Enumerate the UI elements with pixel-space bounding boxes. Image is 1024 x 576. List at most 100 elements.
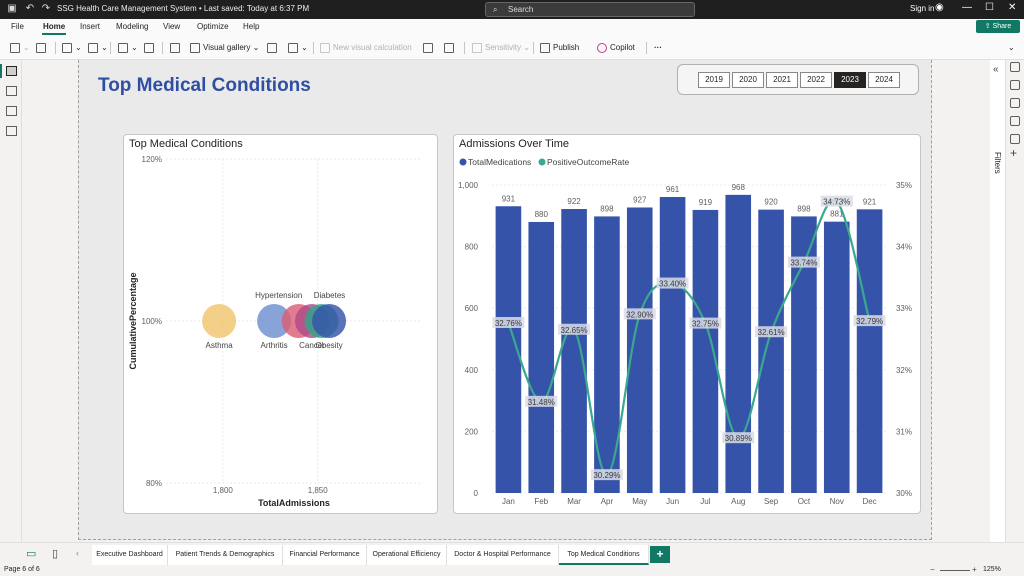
more-options-button[interactable]: ··· (654, 43, 662, 52)
paste-button[interactable]: ⌄ (10, 41, 30, 55)
format-painter-button[interactable] (36, 41, 49, 55)
data-pane-icon[interactable] (1010, 80, 1020, 90)
y-right-tick-label: 34% (896, 243, 912, 252)
bar-value-label: 961 (666, 185, 680, 194)
year-button-2020[interactable]: 2020 (732, 72, 764, 88)
expand-pane-icon[interactable]: « (993, 64, 999, 75)
bookmarks-pane-icon[interactable] (1010, 116, 1020, 126)
bar-value-label: 898 (797, 204, 811, 213)
line-value-label: 30.89% (725, 434, 752, 443)
recent-sources-button[interactable]: ⌄ (88, 41, 108, 55)
new-visual-calculation-button[interactable]: New visual calculation (320, 41, 412, 55)
tab-doctor-hospital-performance[interactable]: Doctor & Hospital Performance (447, 545, 559, 565)
filters-pane-collapsed[interactable]: « Filters (990, 60, 1005, 542)
filters-label[interactable]: Filters (993, 152, 1002, 174)
page-tabs-bar: ▭ ▯ ‹ Executive Dashboard Patient Trends… (0, 542, 1024, 565)
new-visual-button[interactable] (170, 41, 183, 55)
search-input[interactable]: ⌕ Search (485, 2, 695, 17)
collapse-ribbon-icon[interactable]: ⌄ (1008, 43, 1015, 52)
tab-patient-trends-demographics[interactable]: Patient Trends & Demographics (168, 545, 283, 565)
model-view-icon[interactable] (6, 106, 17, 116)
redo-icon[interactable]: ↷ (41, 3, 51, 14)
year-button-2021[interactable]: 2021 (766, 72, 798, 88)
scroll-tabs-left-icon[interactable]: ‹ (76, 548, 79, 558)
publish-button[interactable]: Publish (540, 41, 579, 55)
menu-home[interactable]: Home (43, 22, 66, 31)
bar-value-label: 898 (600, 204, 614, 213)
save-icon[interactable]: ▣ (7, 3, 17, 14)
menu-optimize[interactable]: Optimize (197, 22, 229, 31)
line-value-label: 33.40% (659, 280, 686, 289)
line-label-background (656, 277, 689, 289)
maximize-icon[interactable]: ☐ (985, 2, 994, 13)
line-value-label: 32.61% (758, 328, 785, 337)
line-data-label: 34.73% (820, 195, 853, 207)
zoom-level[interactable]: 125% (983, 566, 1001, 573)
publish-icon (540, 42, 550, 53)
account-icon[interactable]: ◉ (935, 2, 944, 13)
text-box-button[interactable] (267, 41, 280, 55)
mobile-layout-icon[interactable]: ▯ (52, 548, 59, 560)
menu-help[interactable]: Help (243, 22, 260, 31)
undo-icon[interactable]: ↶ (25, 3, 35, 14)
selection-pane-icon[interactable] (1010, 134, 1020, 144)
line-label-background (689, 317, 722, 329)
format-pane-icon[interactable] (1010, 98, 1020, 108)
y-right-tick-label: 30% (896, 489, 912, 498)
file-icon (88, 42, 98, 53)
bar-value-label: 921 (863, 197, 877, 206)
menu-modeling[interactable]: Modeling (116, 22, 149, 31)
more-visuals-button[interactable]: ⌄ (288, 41, 308, 55)
line-value-label: 30.29% (593, 471, 620, 480)
line-value-label: 32.76% (495, 319, 522, 328)
bar-chart-icon (170, 42, 180, 53)
add-pane-icon[interactable]: + (1010, 146, 1018, 160)
scatter-chart-card[interactable]: Top Medical Conditions 120% 100% 80% 1,800 1… (123, 134, 438, 514)
refresh-icon (144, 42, 154, 53)
share-button[interactable]: ⇪ Share (976, 20, 1020, 33)
y-left-tick-label: 0 (474, 489, 479, 498)
menu-view[interactable]: View (163, 22, 181, 31)
line-data-label: 32.79% (853, 315, 886, 327)
tab-financial-performance[interactable]: Financial Performance (283, 545, 367, 565)
ribbon-divider (110, 42, 111, 54)
legend-marker-positiveoutcomerate (538, 158, 546, 166)
tab-top-medical-conditions[interactable]: Top Medical Conditions (559, 545, 649, 565)
visual-gallery-button[interactable]: Visual gallery ⌄ (190, 41, 259, 55)
year-button-2022[interactable]: 2022 (800, 72, 832, 88)
combo-chart-card[interactable]: Admissions Over Time TotalMedications Pos… (453, 134, 921, 514)
zoom-in-icon[interactable]: + (972, 565, 977, 574)
sign-in-link[interactable]: Sign in (910, 4, 935, 13)
year-button-2023[interactable]: 2023 (834, 72, 866, 88)
transform-data-button[interactable]: ⌄ (118, 41, 138, 55)
copilot-button[interactable]: Copilot (597, 41, 635, 55)
zoom-out-icon[interactable]: − (930, 565, 935, 574)
menu-file[interactable]: File (11, 22, 24, 31)
line-data-label: 32.65% (558, 323, 591, 335)
refresh-button[interactable] (144, 41, 157, 55)
document-title[interactable]: SSG Health Care Management System • Last… (57, 4, 310, 13)
add-page-button[interactable]: + (650, 546, 670, 563)
line-label-background (525, 395, 558, 407)
get-data-button[interactable]: ⌄ (62, 41, 82, 55)
dax-query-view-icon[interactable] (6, 126, 17, 136)
tab-operational-efficiency[interactable]: Operational Efficiency (367, 545, 447, 565)
quick-measure-button[interactable] (444, 41, 457, 55)
new-measure-button[interactable] (423, 41, 436, 55)
desktop-layout-icon[interactable]: ▭ (26, 548, 37, 560)
zoom-slider[interactable] (940, 570, 970, 571)
sensitivity-button[interactable]: Sensitivity ⌄ (472, 41, 530, 55)
line-value-label: 32.65% (561, 326, 588, 335)
close-icon[interactable]: ✕ (1008, 2, 1017, 13)
scatter-chart: 120% 100% 80% 1,800 1,850 TotalAdmissions Cumu… (128, 155, 422, 508)
table-view-icon[interactable] (6, 86, 17, 96)
report-canvas-area: Top Medical Conditions 2019 2020 2021 20… (22, 60, 990, 542)
minimize-icon[interactable]: — (962, 2, 972, 13)
year-button-2024[interactable]: 2024 (868, 72, 900, 88)
combo-chart-title: Admissions Over Time (459, 138, 570, 150)
visualizations-pane-icon[interactable] (1010, 62, 1020, 72)
menu-insert[interactable]: Insert (80, 22, 101, 31)
tab-executive-dashboard[interactable]: Executive Dashboard (92, 545, 168, 565)
year-button-2019[interactable]: 2019 (698, 72, 730, 88)
report-view-icon[interactable] (6, 66, 17, 76)
